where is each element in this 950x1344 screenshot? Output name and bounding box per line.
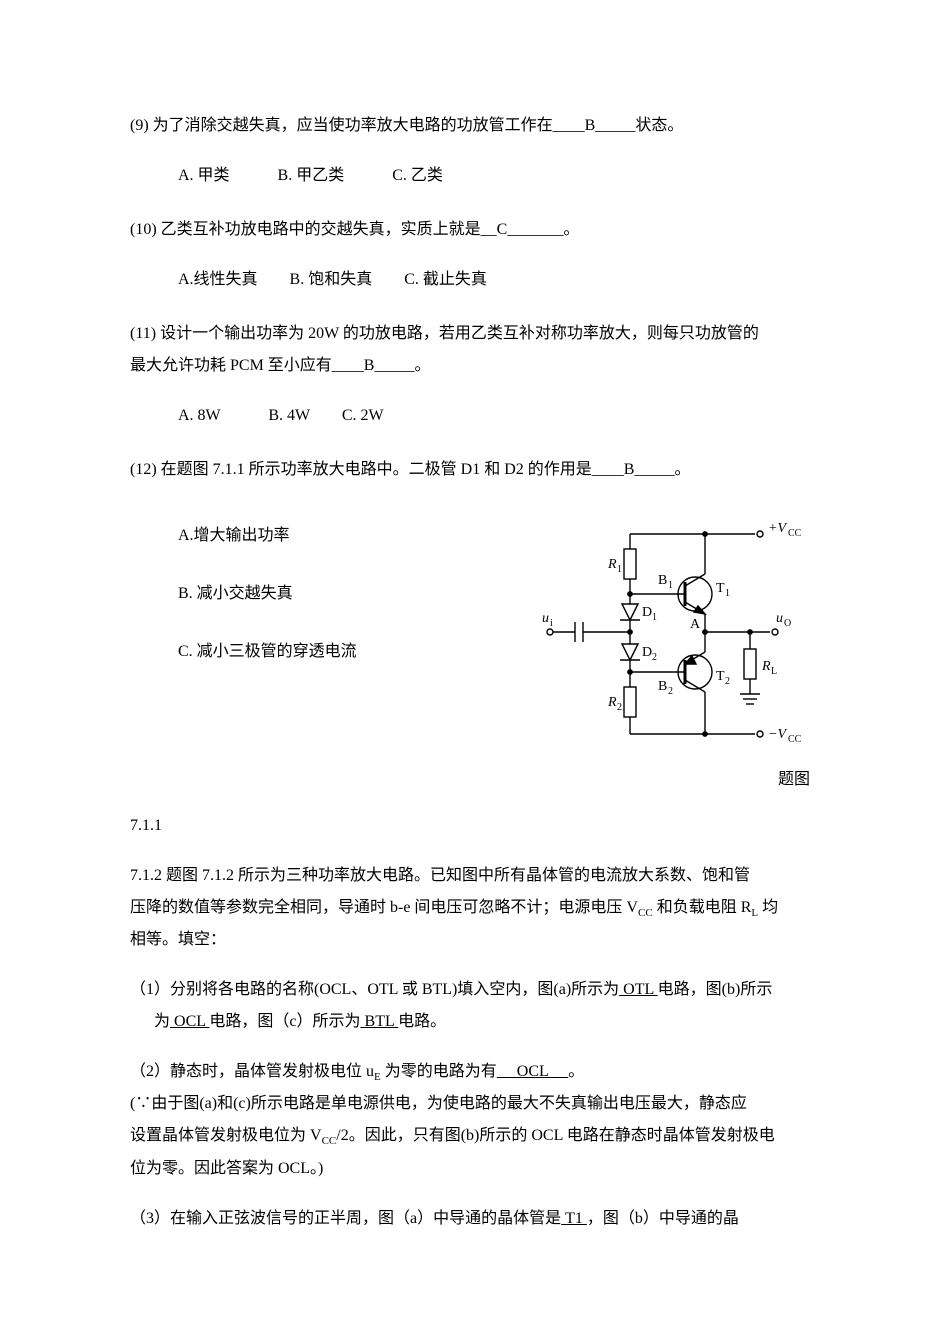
p712-a1a: （1）分别将各电路的名称(OCL、OTL 或 BTL)填入空内，图(a)所示为: [130, 981, 619, 998]
q12-option-a: A.增大输出功率: [130, 520, 520, 552]
svg-text:−V: −V: [768, 727, 787, 742]
p712-a2c: 。: [568, 1063, 584, 1080]
svg-text:T: T: [716, 669, 725, 684]
svg-text:R: R: [607, 695, 617, 710]
question-11-line1: (11) 设计一个输出功率为 20W 的功放电路，若用乙类互补对称功率放大，则每…: [130, 318, 820, 350]
question-10: (10) 乙类互补功放电路中的交越失真，实质上就是__C_______。: [130, 214, 820, 246]
p712-note3: 位为零。因此答案为 OCL。): [130, 1153, 820, 1185]
q12-option-b: B. 减小交越失真: [130, 578, 520, 610]
question-12: (12) 在题图 7.1.1 所示功率放大电路中。二极管 D1 和 D2 的作用…: [130, 454, 820, 486]
svg-text:L: L: [771, 666, 777, 677]
svg-text:R: R: [607, 557, 617, 572]
svg-text:2: 2: [668, 686, 673, 697]
p712-line1: 7.1.2 题图 7.1.2 所示为三种功率放大电路。已知图中所有晶体管的电流放…: [130, 860, 820, 892]
svg-text:O: O: [784, 618, 791, 629]
p712-a2b: 为零的电路为有: [381, 1063, 497, 1080]
svg-text:A: A: [690, 617, 701, 632]
p712-note2: 设置晶体管发射极电位为 VCC/2。因此，只有图(b)所示的 OCL 电路在静态…: [130, 1120, 820, 1152]
svg-text:u: u: [542, 611, 549, 626]
svg-text:D: D: [642, 645, 652, 660]
svg-text:+V: +V: [768, 521, 787, 536]
figure-caption: 题图: [520, 764, 820, 796]
p712-a1-l2a: 为: [154, 1013, 170, 1030]
question-11-choices: A. 8W B. 4W C. 2W: [130, 400, 820, 432]
p712-a2: （2）静态时，晶体管发射极电位 uE 为零的电路为有 OCL 。: [130, 1056, 820, 1088]
svg-text:1: 1: [652, 612, 657, 623]
p712-line2: 压降的数值等参数完全相同，导通时 b-e 间电压可忽略不计；电源电压 VCC 和…: [130, 892, 820, 924]
svg-text:1: 1: [617, 564, 622, 575]
svg-text:2: 2: [652, 652, 657, 663]
p712-line2a: 压降的数值等参数完全相同，导通时 b-e 间电压可忽略不计；电源电压 V: [130, 899, 638, 916]
p712-a1-l2c: 电路。: [398, 1013, 446, 1030]
p712-a1-u1: OTL: [619, 981, 658, 998]
question-10-choices: A.线性失真 B. 饱和失真 C. 截止失真: [130, 264, 820, 296]
p712-a1-line2: 为 OCL 电路，图（c）所示为 BTL 电路。: [130, 1006, 820, 1038]
svg-text:u: u: [776, 611, 783, 626]
svg-text:i: i: [550, 618, 553, 629]
svg-text:B: B: [658, 679, 667, 694]
p712-a2-e: E: [374, 1071, 381, 1083]
circuit-diagram: +VCC −VCC R1 R2 D1 D2 B1 B2 T1 T2 A RL u…: [530, 504, 810, 764]
p712-a1b: 电路，图(b)所示: [658, 981, 773, 998]
svg-text:B: B: [658, 573, 667, 588]
p712-cc1: CC: [638, 907, 653, 919]
q12-option-c: C. 减小三极管的穿透电流: [130, 636, 520, 668]
p712-a2a: （2）静态时，晶体管发射极电位 u: [130, 1063, 374, 1080]
p712-a1-u3: BTL: [361, 1013, 399, 1030]
p712-note2a: 设置晶体管发射极电位为 V: [130, 1127, 322, 1144]
p712-note1: (∵由于图(a)和(c)所示电路是单电源供电，为使电路的最大不失真输出电压最大，…: [130, 1088, 820, 1120]
p712-note2b: /2。因此，只有图(b)所示的 OCL 电路在静态时晶体管发射极电: [336, 1127, 775, 1144]
svg-text:CC: CC: [788, 528, 802, 539]
question-9: (9) 为了消除交越失真，应当使功率放大电路的功放管工作在____B_____状…: [130, 110, 820, 142]
p712-a3b: ，图（b）中导通的晶: [587, 1210, 739, 1227]
question-9-choices: A. 甲类 B. 甲乙类 C. 乙类: [130, 160, 820, 192]
svg-text:1: 1: [668, 580, 673, 591]
p712-a1-l2b: 电路，图（c）所示为: [209, 1013, 360, 1030]
p712-a2-u: OCL: [497, 1063, 568, 1080]
svg-text:CC: CC: [788, 734, 802, 745]
section-7-1-1: 7.1.1: [130, 810, 820, 842]
p712-a3: （3）在输入正弦波信号的正半周，图（a）中导通的晶体管是 T1 ，图（b）中导通…: [130, 1203, 820, 1235]
p712-a1-u2: OCL: [170, 1013, 209, 1030]
svg-text:2: 2: [725, 676, 730, 687]
p712-a3a: （3）在输入正弦波信号的正半周，图（a）中导通的晶体管是: [130, 1210, 561, 1227]
svg-text:R: R: [761, 659, 771, 674]
svg-text:1: 1: [725, 588, 730, 599]
p712-note2-cc: CC: [322, 1136, 337, 1148]
p712-line2b: 和负载电阻 R: [653, 899, 752, 916]
p712-a3-u: T1: [561, 1210, 587, 1227]
p712-line2c: 均: [758, 899, 778, 916]
svg-text:2: 2: [617, 702, 622, 713]
p712-line3: 相等。填空：: [130, 924, 820, 956]
svg-text:D: D: [642, 605, 652, 620]
p712-a1: （1）分别将各电路的名称(OCL、OTL 或 BTL)填入空内，图(a)所示为 …: [130, 974, 820, 1006]
svg-text:T: T: [716, 581, 725, 596]
question-11-line2: 最大允许功耗 PCM 至小应有____B_____。: [130, 350, 820, 382]
